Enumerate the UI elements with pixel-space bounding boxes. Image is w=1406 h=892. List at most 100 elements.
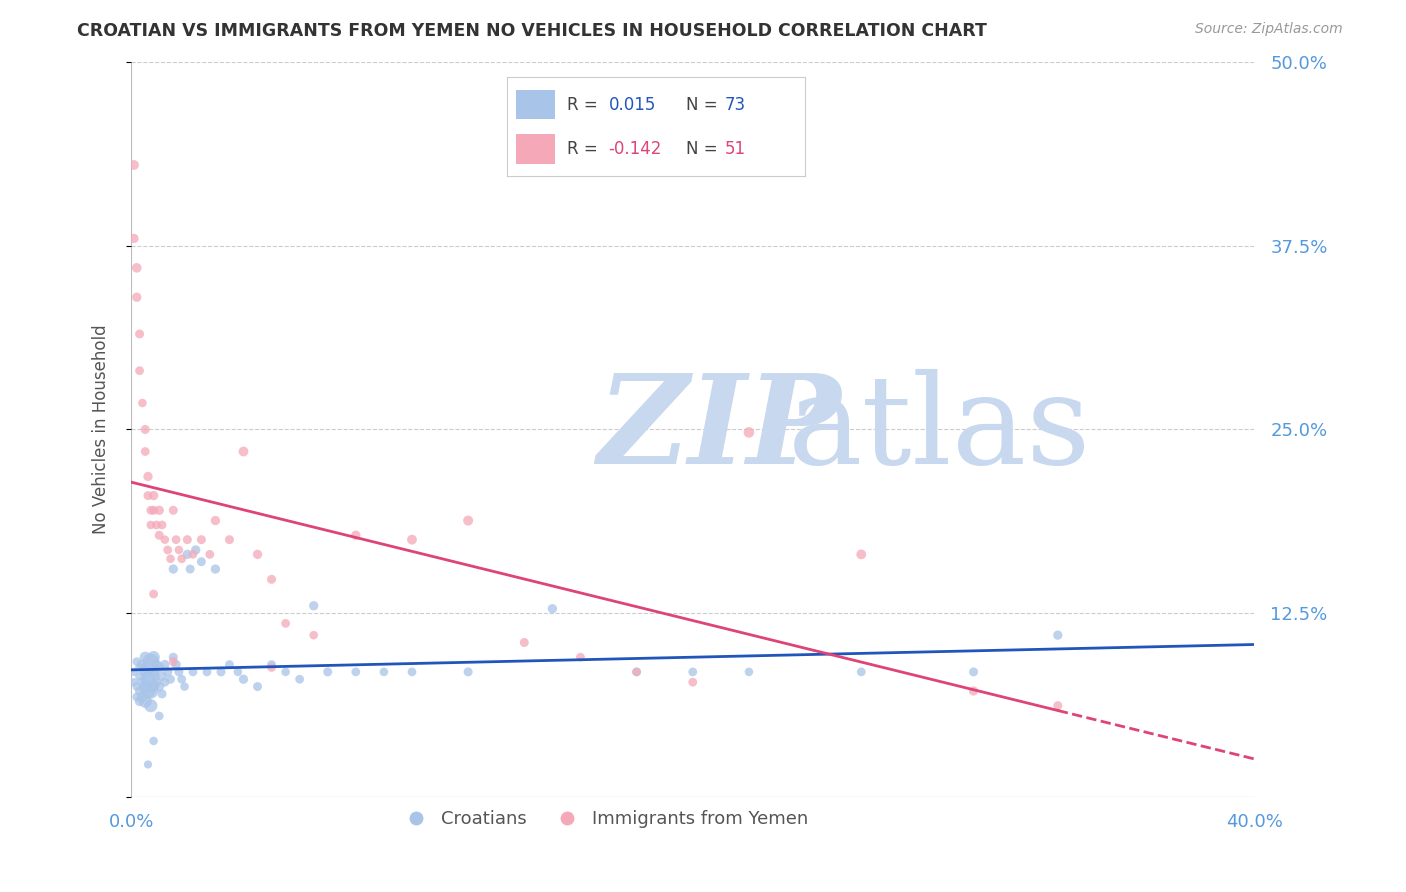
- Point: [142, 587, 165, 601]
- Point: [162, 562, 184, 576]
- Point: [122, 231, 145, 245]
- Point: [150, 518, 173, 533]
- Point: [128, 364, 150, 378]
- Point: [682, 675, 704, 690]
- Point: [181, 547, 204, 561]
- Point: [134, 680, 156, 694]
- Point: [136, 489, 159, 503]
- Point: [128, 684, 150, 698]
- Point: [131, 690, 153, 704]
- Point: [128, 694, 150, 708]
- Point: [1046, 628, 1069, 642]
- Y-axis label: No Vehicles in Household: No Vehicles in Household: [93, 325, 110, 534]
- Point: [167, 665, 190, 679]
- Point: [190, 555, 212, 569]
- Point: [162, 655, 184, 669]
- Text: atlas: atlas: [789, 369, 1091, 490]
- Point: [165, 657, 187, 672]
- Point: [344, 528, 367, 542]
- Point: [198, 547, 221, 561]
- Point: [128, 669, 150, 683]
- Point: [125, 655, 148, 669]
- Point: [131, 396, 153, 410]
- Point: [541, 601, 564, 615]
- Point: [136, 757, 159, 772]
- Point: [145, 657, 167, 672]
- Point: [128, 660, 150, 674]
- Point: [204, 514, 226, 528]
- Point: [274, 665, 297, 679]
- Point: [153, 533, 176, 547]
- Point: [1046, 698, 1069, 713]
- Point: [176, 547, 198, 561]
- Point: [136, 672, 159, 686]
- Point: [179, 562, 201, 576]
- Point: [159, 551, 181, 566]
- Point: [232, 444, 254, 458]
- Point: [851, 547, 873, 561]
- Point: [682, 665, 704, 679]
- Point: [962, 684, 984, 698]
- Point: [159, 672, 181, 686]
- Point: [134, 665, 156, 679]
- Point: [738, 425, 761, 440]
- Point: [626, 665, 648, 679]
- Point: [316, 665, 339, 679]
- Point: [134, 694, 156, 708]
- Point: [122, 158, 145, 172]
- Text: Source: ZipAtlas.com: Source: ZipAtlas.com: [1195, 22, 1343, 37]
- Point: [139, 684, 162, 698]
- Point: [142, 680, 165, 694]
- Point: [148, 680, 170, 694]
- Point: [136, 469, 159, 483]
- Point: [148, 660, 170, 674]
- Point: [139, 669, 162, 683]
- Point: [260, 660, 283, 674]
- Point: [153, 657, 176, 672]
- Point: [131, 657, 153, 672]
- Point: [373, 665, 395, 679]
- Point: [156, 665, 179, 679]
- Point: [401, 533, 423, 547]
- Point: [226, 665, 249, 679]
- Point: [142, 503, 165, 517]
- Point: [165, 533, 187, 547]
- Point: [344, 665, 367, 679]
- Point: [218, 533, 240, 547]
- Point: [401, 665, 423, 679]
- Point: [288, 672, 311, 686]
- Point: [148, 709, 170, 723]
- Point: [145, 675, 167, 690]
- Point: [232, 672, 254, 686]
- Point: [162, 650, 184, 665]
- Point: [167, 543, 190, 558]
- Point: [162, 503, 184, 517]
- Point: [170, 672, 193, 686]
- Text: CROATIAN VS IMMIGRANTS FROM YEMEN NO VEHICLES IN HOUSEHOLD CORRELATION CHART: CROATIAN VS IMMIGRANTS FROM YEMEN NO VEH…: [77, 22, 987, 40]
- Point: [260, 657, 283, 672]
- Point: [569, 650, 592, 665]
- Point: [134, 444, 156, 458]
- Point: [125, 680, 148, 694]
- Point: [136, 684, 159, 698]
- Point: [136, 660, 159, 674]
- Point: [176, 533, 198, 547]
- Point: [209, 665, 232, 679]
- Point: [122, 665, 145, 679]
- Point: [246, 680, 269, 694]
- Point: [851, 665, 873, 679]
- Point: [457, 665, 479, 679]
- Point: [195, 665, 218, 679]
- Point: [125, 260, 148, 275]
- Point: [142, 489, 165, 503]
- Point: [139, 518, 162, 533]
- Point: [125, 290, 148, 304]
- Point: [302, 599, 325, 613]
- Point: [513, 635, 536, 649]
- Point: [150, 687, 173, 701]
- Point: [150, 669, 173, 683]
- Point: [302, 628, 325, 642]
- Point: [457, 514, 479, 528]
- Point: [148, 503, 170, 517]
- Point: [184, 543, 207, 558]
